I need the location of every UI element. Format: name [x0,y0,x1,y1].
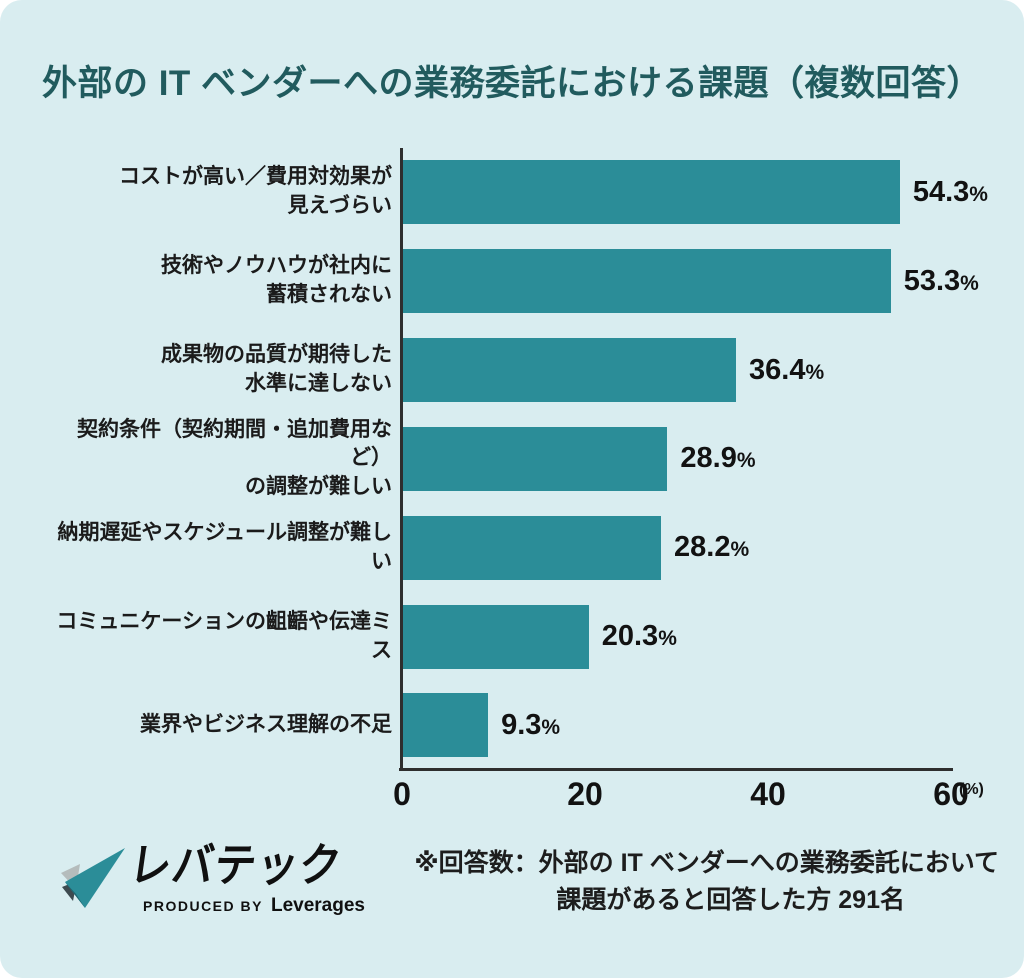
company-name: Leverages [270,894,365,916]
footnote-line-1: ※回答数：外部の IT ベンダーへの業務委託において [414,849,999,877]
levtech-logo: レバテック PRODUCED BY Leverages [56,839,365,917]
bar-track: 28.9% [403,426,952,491]
bar-label: コストが高い／費用対効果が 見えづらい [119,165,392,218]
bar-chart: コストが高い／費用対効果が 見えづらい 54.3% 技術やノウハウが社内に 蓄積… [0,148,1024,770]
value-label: 53.3% [903,264,979,297]
footnote-line-2: 課題があると回答した方 291名 [556,886,905,914]
x-tick-60: 60 [933,776,969,812]
x-tick-20: 20 [567,776,603,812]
levtech-logo-text: レバテック PRODUCED BY Leverages [126,839,365,917]
levtech-logo-mark-icon [61,848,125,909]
footnote: ※回答数：外部の IT ベンダーへの業務委託において 課題があると回答した方 2… [414,845,999,919]
bar-row: 契約条件（契約期間・追加費用など） の調整が難しい 28.9% [0,415,1024,504]
value-label: 9.3% [501,708,561,741]
bar-track: 9.3% [403,693,952,758]
bar [403,338,737,403]
bar-label: 納期遅延やスケジュール調整が難しい [57,520,392,573]
bar-label: 業界やビジネス理解の不足 [140,713,392,736]
bar-label: コミュニケーションの齟齬や伝達ミス [56,609,392,662]
brand-name: レバテック [126,839,346,891]
y-axis-line [400,148,403,771]
produced-by-line: PRODUCED BY Leverages [143,895,365,917]
bar-track: 20.3% [403,604,952,669]
bar-track: 36.4% [403,338,952,403]
value-label: 20.3% [601,620,677,653]
x-axis-unit-label: (%) [959,781,984,798]
bar-row: 成果物の品質が期待した 水準に達しない 36.4% [0,326,1024,415]
bar-track: 54.3% [403,160,988,225]
value-label: 28.2% [674,531,750,564]
bar-row: コストが高い／費用対効果が 見えづらい 54.3% [0,148,1024,237]
x-tick-40: 40 [750,776,786,812]
x-tick-0: 0 [393,776,411,812]
value-label: 36.4% [749,353,825,386]
value-label: 28.9% [680,442,756,475]
bar-track: 53.3% [403,249,979,314]
bar-row: 技術やノウハウが社内に 蓄積されない 53.3% [0,237,1024,326]
bar [403,604,589,669]
x-axis-line [399,768,953,771]
bar-track: 28.2% [403,515,952,580]
bar [403,515,662,580]
chart-title: 外部の IT ベンダーへの業務委託における課題（複数回答） [41,64,983,103]
bar [403,160,900,225]
value-label: 54.3% [912,175,988,208]
bar-label: 技術やノウハウが社内に 蓄積されない [161,254,392,307]
bar [403,426,668,491]
bar-label: 成果物の品質が期待した 水準に達しない [161,343,392,396]
bar-row: コミュニケーションの齟齬や伝達ミス 20.3% [0,592,1024,681]
bar [403,693,489,758]
produced-by-label: PRODUCED BY [143,897,263,914]
bar-label: 契約条件（契約期間・追加費用など） の調整が難しい [77,417,392,499]
bar-row: 業界やビジネス理解の不足 9.3% [0,681,1024,770]
bar [403,249,891,314]
bar-row: 納期遅延やスケジュール調整が難しい 28.2% [0,503,1024,592]
